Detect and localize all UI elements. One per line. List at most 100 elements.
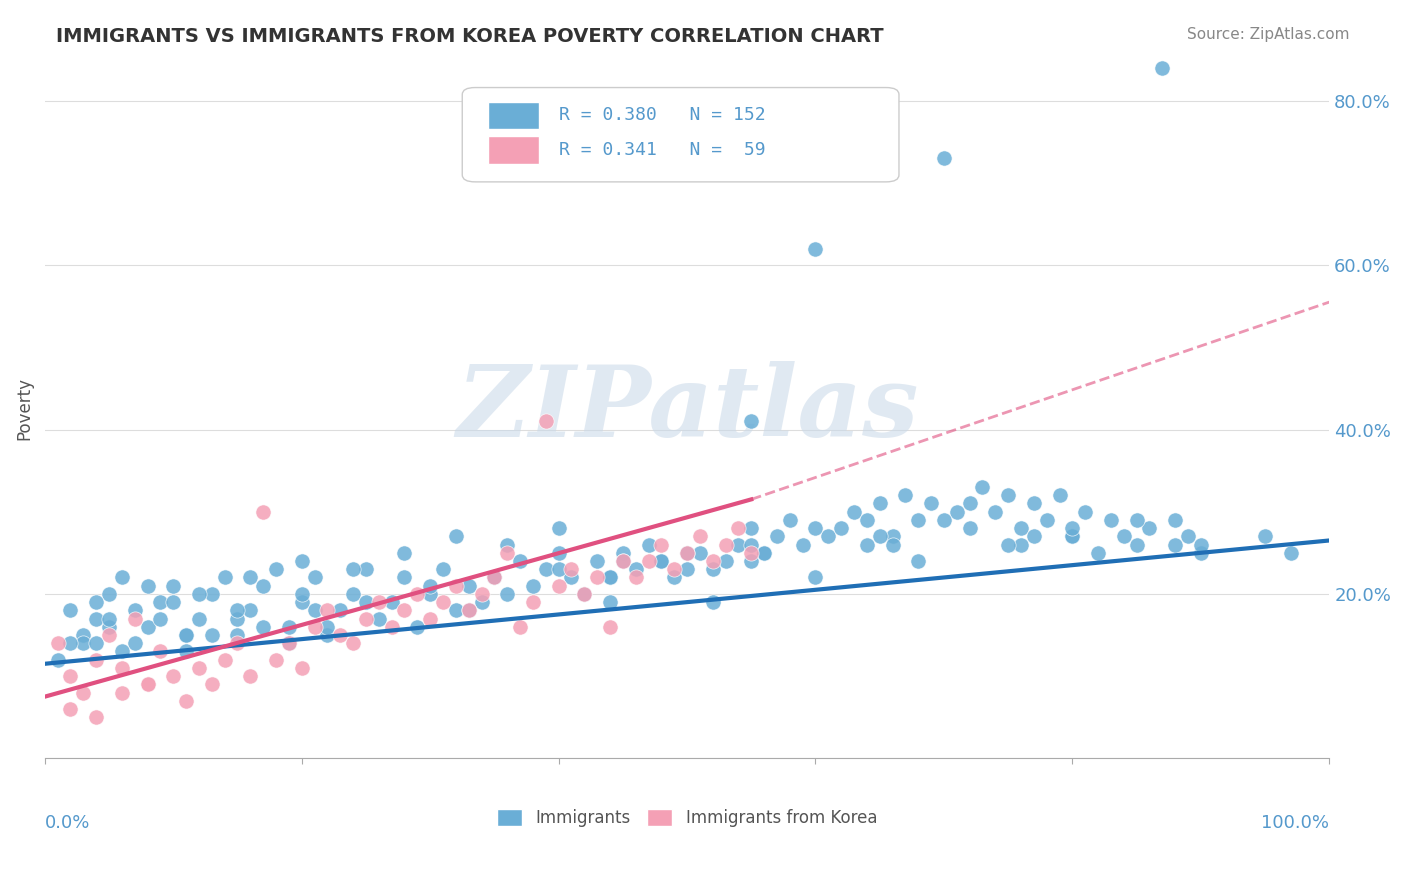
Point [84, 611, 107, 625]
Point [111, 685, 134, 699]
Point [1152, 61, 1174, 75]
Point [187, 587, 209, 601]
Point [702, 595, 724, 609]
Y-axis label: Poverty: Poverty [15, 377, 32, 441]
Point [997, 538, 1019, 552]
Point [304, 620, 326, 634]
Point [612, 554, 634, 568]
Point [59, 669, 82, 683]
Point [1010, 521, 1032, 535]
Point [894, 488, 917, 502]
Point [1074, 505, 1097, 519]
Point [547, 521, 569, 535]
Point [394, 603, 416, 617]
Point [239, 570, 262, 584]
Point [174, 628, 197, 642]
Point [612, 546, 634, 560]
Point [856, 513, 879, 527]
Point [264, 562, 287, 576]
Point [920, 496, 942, 510]
Legend: Immigrants, Immigrants from Korea: Immigrants, Immigrants from Korea [491, 802, 884, 834]
Point [239, 603, 262, 617]
Point [432, 562, 454, 576]
Point [650, 538, 672, 552]
Point [136, 579, 159, 593]
FancyBboxPatch shape [488, 102, 540, 129]
Point [304, 603, 326, 617]
Point [136, 620, 159, 634]
Point [291, 595, 314, 609]
Point [1279, 546, 1302, 560]
Point [214, 570, 236, 584]
Point [381, 620, 404, 634]
Point [599, 570, 621, 584]
Point [174, 628, 197, 642]
Point [84, 636, 107, 650]
Point [740, 554, 762, 568]
Point [869, 529, 891, 543]
Point [59, 603, 82, 617]
FancyBboxPatch shape [463, 87, 898, 182]
Point [882, 538, 904, 552]
Point [406, 620, 429, 634]
Point [1125, 513, 1147, 527]
Point [740, 538, 762, 552]
Point [1062, 521, 1084, 535]
Point [444, 603, 467, 617]
Point [560, 562, 582, 576]
Point [842, 505, 865, 519]
Point [419, 579, 441, 593]
Point [239, 669, 262, 683]
Point [342, 636, 364, 650]
Point [624, 562, 647, 576]
Point [496, 587, 519, 601]
Point [664, 562, 686, 576]
Point [1125, 538, 1147, 552]
Point [496, 538, 519, 552]
Point [959, 521, 981, 535]
Point [599, 595, 621, 609]
Point [509, 620, 531, 634]
Point [972, 480, 994, 494]
Point [174, 644, 197, 658]
Point [560, 570, 582, 584]
Point [174, 694, 197, 708]
Point [752, 546, 775, 560]
Point [72, 628, 94, 642]
Point [226, 611, 249, 625]
Point [547, 546, 569, 560]
Point [98, 587, 121, 601]
Point [329, 628, 352, 642]
Point [457, 579, 479, 593]
Point [316, 620, 339, 634]
Point [984, 505, 1007, 519]
Point [586, 570, 609, 584]
Point [522, 579, 544, 593]
Point [676, 562, 699, 576]
Point [98, 611, 121, 625]
Text: R = 0.341   N =  59: R = 0.341 N = 59 [558, 142, 765, 160]
Point [72, 636, 94, 650]
Point [277, 636, 299, 650]
Text: R = 0.380   N = 152: R = 0.380 N = 152 [558, 106, 765, 125]
Point [804, 242, 827, 256]
Point [817, 529, 839, 543]
Point [226, 603, 249, 617]
Point [252, 579, 274, 593]
Point [342, 562, 364, 576]
Point [419, 611, 441, 625]
Point [727, 521, 749, 535]
Point [740, 521, 762, 535]
Point [162, 669, 184, 683]
Point [727, 538, 749, 552]
Point [201, 587, 224, 601]
Point [406, 587, 429, 601]
Point [997, 488, 1019, 502]
Point [46, 653, 69, 667]
Point [457, 603, 479, 617]
Point [1164, 538, 1187, 552]
Point [1164, 513, 1187, 527]
Text: 100.0%: 100.0% [1261, 814, 1329, 832]
Point [702, 562, 724, 576]
Point [201, 628, 224, 642]
